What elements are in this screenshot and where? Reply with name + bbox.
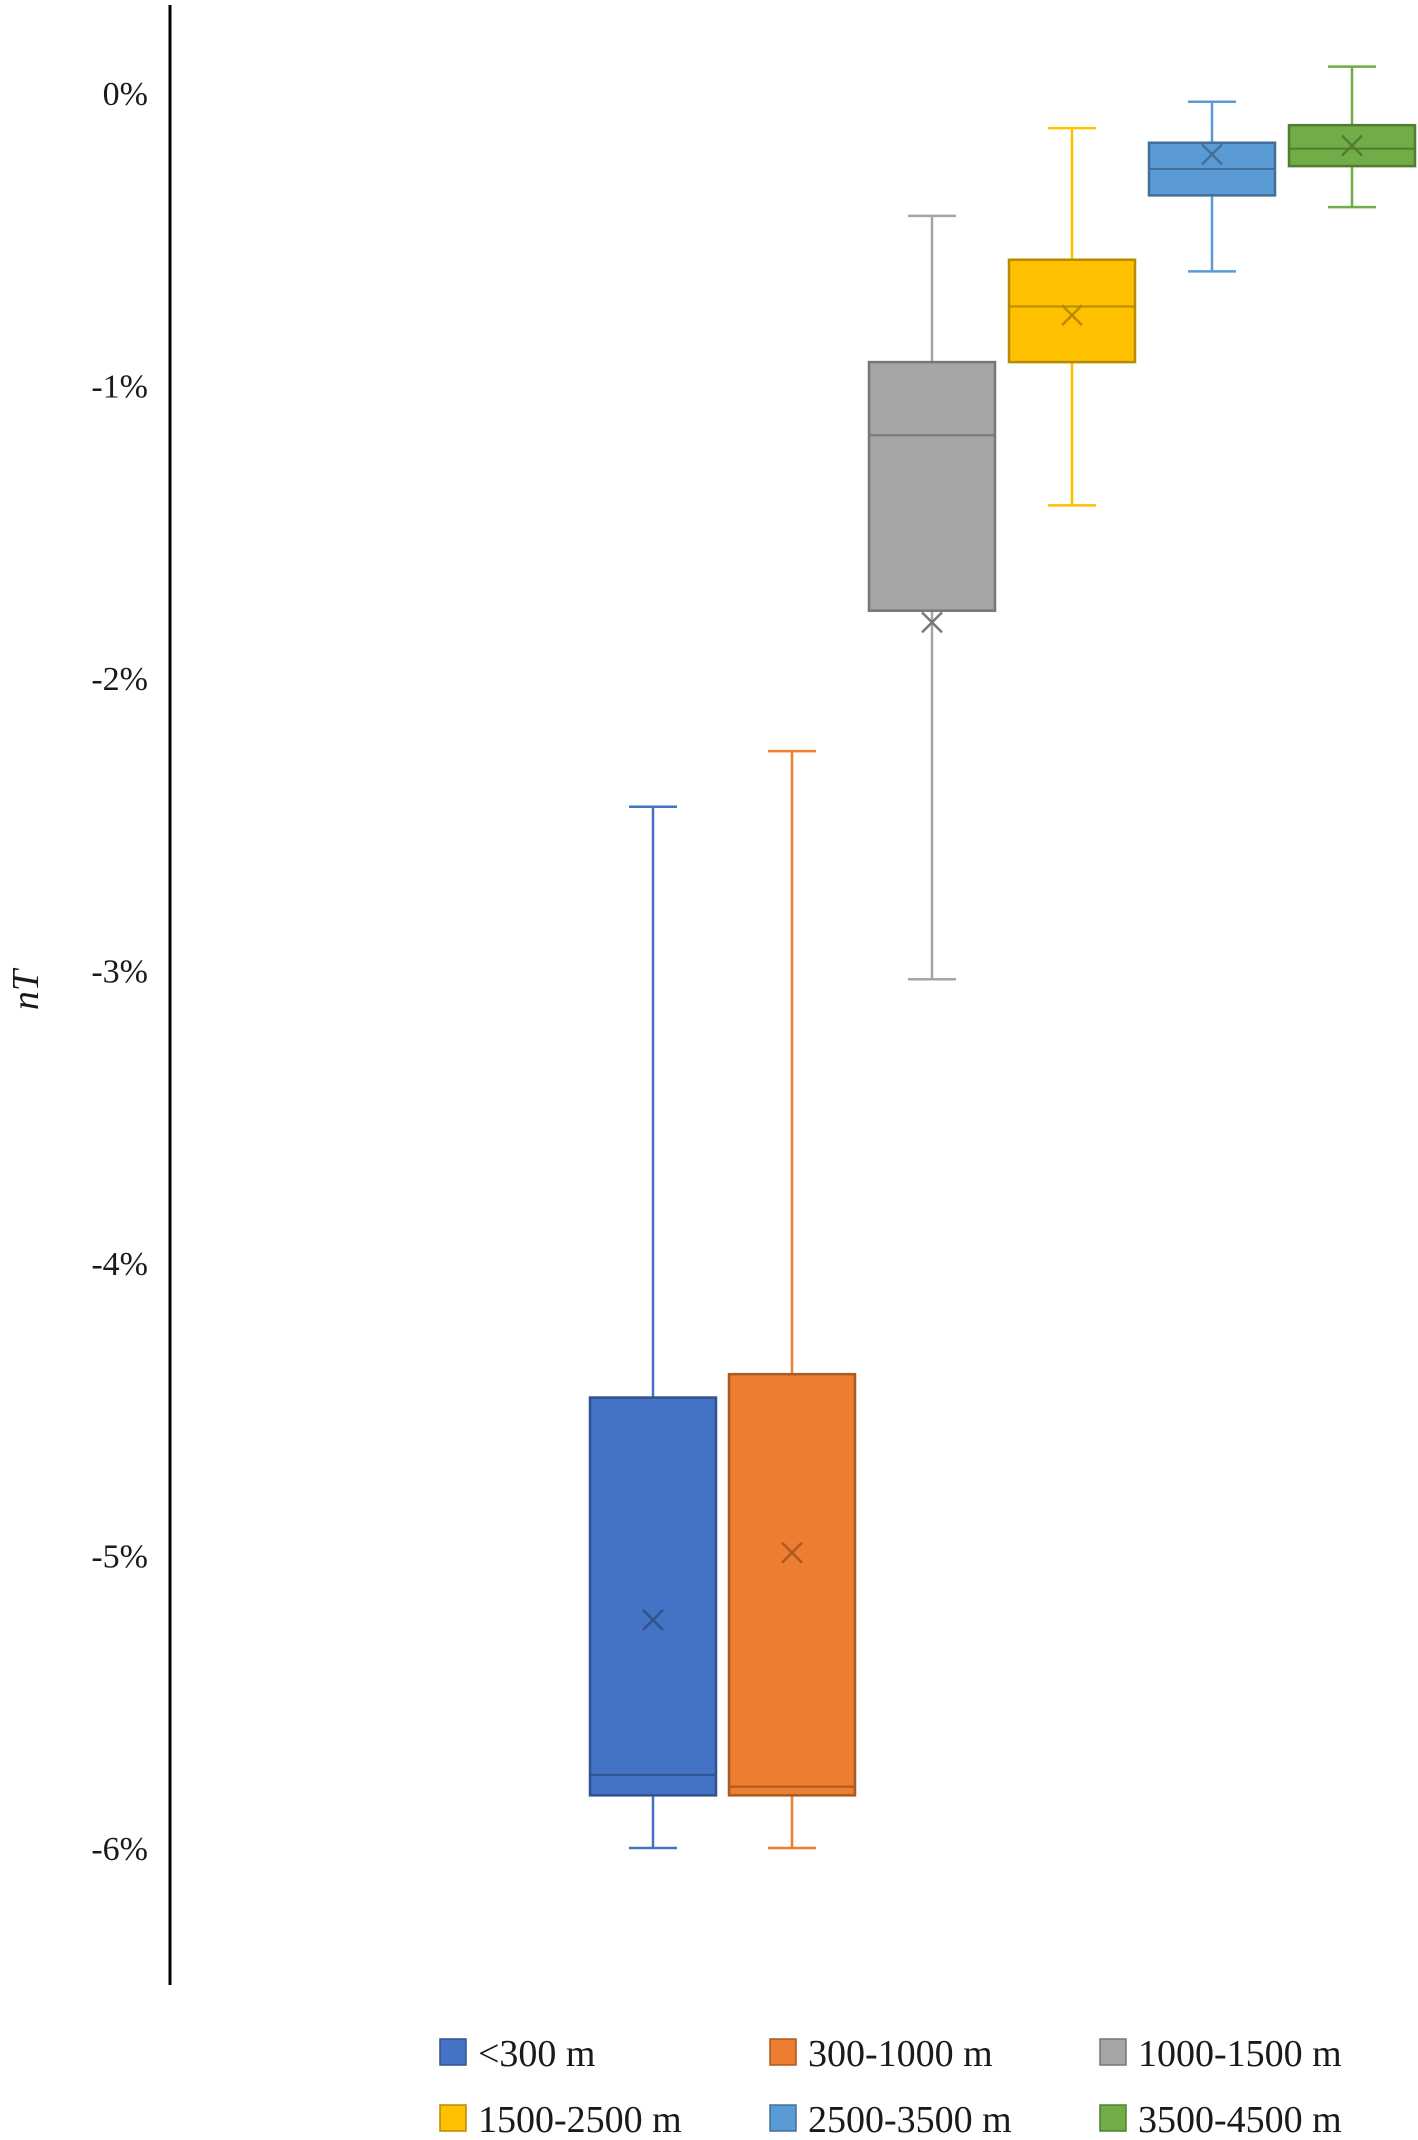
mean-marker [921,611,943,634]
box-2 [867,214,997,981]
box-series [588,65,1417,1850]
y-tick-label: -4% [91,1246,148,1283]
y-tick-label: -5% [91,1539,148,1576]
box-4 [1147,100,1277,273]
mean-marker [642,1608,664,1631]
box-5 [1287,65,1417,209]
legend-item: 3500-4500 m [1099,2099,1342,2140]
y-tick-label: -1% [91,369,148,406]
iqr-box [727,1372,857,1797]
legend-swatch [769,2038,797,2066]
legend-label: 1000-1500 m [1138,2033,1342,2075]
y-tick-label: -6% [91,1831,148,1868]
legend-item: 300-1000 m [769,2033,993,2075]
y-tick-label: -3% [91,954,148,991]
legend-swatch [769,2104,797,2132]
y-tick-label: 0% [103,76,148,113]
mean-marker [1341,134,1363,157]
legend: <300 m 300-1000 m 1000-1500 m 1500-2500 m 25… [439,2033,1342,2140]
legend-item: 2500-3500 m [769,2099,1012,2140]
legend-swatch [439,2038,467,2066]
legend-label: <300 m [478,2033,596,2075]
legend-item: 1000-1500 m [1099,2033,1342,2075]
y-tick-label: -2% [91,661,148,698]
legend-swatch [439,2104,467,2132]
y-axis: 0% -1% -2% -3% -4% -5% -6% nT [5,5,172,1985]
legend-swatch [1099,2038,1127,2066]
mean-marker [781,1541,803,1564]
mean-marker [1061,304,1083,327]
legend-label: 300-1000 m [808,2033,993,2075]
y-axis-title: nT [5,967,47,1010]
iqr-box [588,1396,718,1797]
legend-item: 1500-2500 m [439,2099,682,2140]
legend-label: 1500-2500 m [478,2099,682,2140]
legend-label: 3500-4500 m [1138,2099,1342,2140]
legend-label: 2500-3500 m [808,2099,1012,2140]
legend-item: <300 m [439,2033,596,2075]
box-3 [1007,126,1137,507]
box-0 [588,805,718,1850]
mean-marker [1201,143,1223,166]
legend-swatch [1099,2104,1127,2132]
iqr-box [867,360,997,612]
box-1 [727,749,857,1850]
iqr-box [1007,258,1137,364]
